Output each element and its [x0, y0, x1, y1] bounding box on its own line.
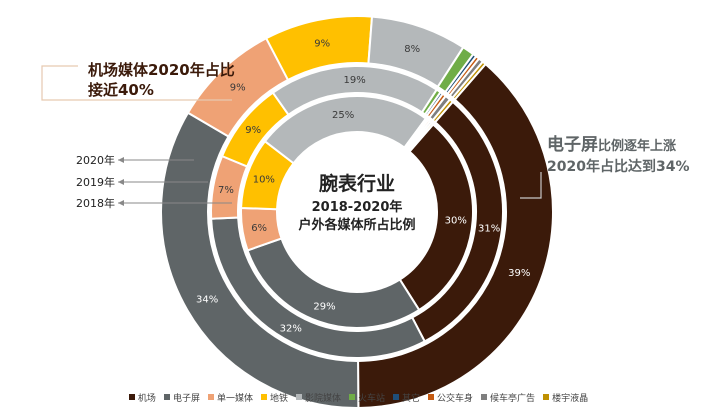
legend-item-机场: 机场 [128, 391, 156, 404]
legend-swatch-地铁 [260, 394, 267, 400]
slice-label-2018年-影院媒体: 25% [332, 110, 354, 121]
left-callout-bracket [41, 65, 232, 101]
legend-label-火车站: 火车站 [358, 393, 386, 404]
legend-item-单一媒体: 单一媒体 [207, 391, 253, 404]
legend-item-影院媒体: 影院媒体 [295, 391, 341, 404]
legend-swatch-机场 [128, 394, 135, 400]
slice-2018年-楼宇液晶 [406, 121, 435, 154]
center-title-line3: 户外各媒体所占比例 [298, 217, 415, 233]
slice-label-2020年-单一媒体: 9% [230, 83, 246, 94]
slice-label-2019年-影院媒体: 19% [343, 75, 365, 86]
legend-swatch-电子屏 [163, 394, 170, 400]
callout-screen: 电子屏比例逐年上涨 2020年占比达到34% [547, 135, 689, 177]
ring-pointer-arrow-2019年 [118, 179, 124, 185]
slice-2020年-电子屏 [160, 111, 360, 409]
slice-2019年-楼宇液晶 [431, 98, 455, 124]
slice-label-2019年-地铁: 9% [245, 125, 261, 136]
legend-label-单一媒体: 单一媒体 [216, 393, 253, 404]
legend-item-火车站: 火车站 [349, 391, 385, 404]
ring-label-2018年: 2018年 [76, 196, 115, 210]
legend-label-候车亭广告: 候车亭广告 [490, 393, 536, 404]
center-title-line2: 2018-2020年 [312, 199, 403, 215]
slice-label-group: 39% 34% 9% 9% 8% 31% 32% 7% 9% 19% 30% 29% 6% 10% 25% [196, 39, 530, 335]
center-title-line1: 腕表行业 [318, 172, 395, 195]
slice-label-2019年-单一媒体: 7% [218, 185, 234, 196]
legend-item-其它: 其它 [393, 391, 420, 404]
ring-pointer-group: 2020年 2019年 2018年 [76, 153, 232, 210]
slice-2018年-机场 [398, 123, 474, 312]
legend-label-公交车身: 公交车身 [437, 393, 474, 404]
legend-item-公交车身: 公交车身 [428, 391, 473, 404]
callout-airport-line2: 接近40% [88, 81, 154, 99]
slice-2020年-楼宇液晶 [451, 60, 487, 101]
callout-airport-line1: 机场媒体2020年占比 [88, 61, 235, 79]
ring-group [160, 15, 554, 410]
legend-swatch-候车亭广告 [481, 394, 488, 400]
legend-item-楼宇液晶: 楼宇液晶 [543, 391, 588, 404]
slice-label-2019年-电子屏: 32% [280, 323, 302, 334]
legend-label-机场: 机场 [137, 393, 156, 404]
legend-swatch-其它 [393, 394, 400, 400]
slice-label-2020年-地铁: 9% [314, 39, 330, 50]
callout-screen-small: 比例逐年上涨 [598, 139, 677, 154]
legend-swatch-单一媒体 [207, 394, 214, 400]
legend-label-影院媒体: 影院媒体 [304, 393, 341, 404]
legend-swatch-公交车身 [428, 394, 435, 400]
legend: 机场 电子屏 单一媒体 地铁 影院媒体 火车站 其它 公交车身 候车亭广告 楼宇液晶 [0, 388, 717, 406]
ring-pointer-arrow-2020年 [118, 157, 124, 163]
slice-label-2020年-机场: 39% [508, 268, 530, 279]
ring-pointer-arrow-2018年 [118, 200, 124, 206]
slice-label-2018年-地铁: 10% [253, 175, 275, 186]
ring-label-2020年: 2020年 [76, 153, 115, 167]
legend-swatch-火车站 [349, 394, 355, 400]
callout-screen-line2: 2020年占比达到34% [547, 159, 690, 175]
slice-label-2018年-机场: 30% [445, 215, 467, 226]
slice-label-2020年-电子屏: 34% [196, 294, 218, 305]
legend-label-地铁: 地铁 [269, 393, 288, 404]
slice-label-2020年-影院媒体: 8% [404, 44, 420, 55]
legend-item-电子屏: 电子屏 [163, 391, 200, 404]
legend-item-候车亭广告: 候车亭广告 [481, 391, 535, 404]
slice-label-2018年-电子屏: 29% [313, 302, 335, 313]
legend-label-其它: 其它 [402, 393, 421, 404]
callout-airport: 机场媒体2020年占比 接近40% [88, 60, 235, 100]
legend-item-地铁: 地铁 [260, 391, 288, 404]
slice-label-2018年-单一媒体: 6% [251, 223, 267, 234]
right-callout-bracket [520, 172, 542, 199]
callout-screen-big: 电子屏 [547, 135, 598, 155]
legend-label-电子屏: 电子屏 [172, 393, 200, 404]
slice-2020年-机场 [357, 62, 554, 410]
center-title: 腕表行业 2018-2020年 户外各媒体所占比例 [298, 172, 415, 233]
legend-swatch-楼宇液晶 [543, 394, 550, 400]
legend-swatch-影院媒体 [295, 394, 302, 400]
legend-label-楼宇液晶: 楼宇液晶 [552, 393, 589, 404]
slice-label-2019年-机场: 31% [478, 223, 500, 234]
ring-label-2019年: 2019年 [76, 175, 115, 189]
